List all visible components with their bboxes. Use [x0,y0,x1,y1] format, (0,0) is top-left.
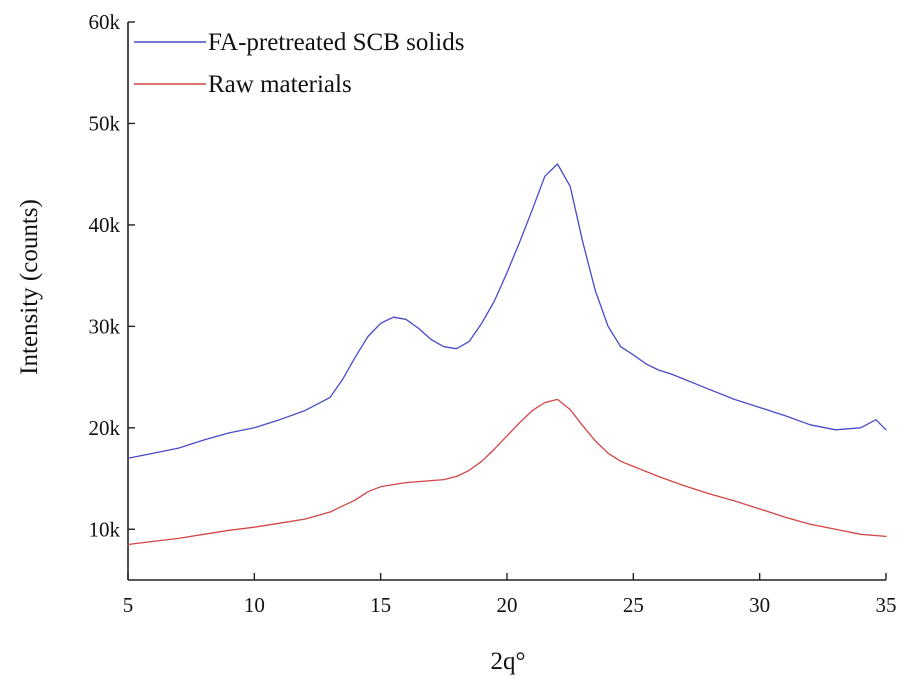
series-layer [127,163,887,546]
legend: FA-pretreated SCB solids Raw materials [134,29,464,98]
x-axis-ticks: 5 10 15 20 25 30 35 [123,573,897,617]
y-tick-label: 20k [89,416,121,440]
y-axis-label: Intensity (counts) [16,199,43,375]
legend-label: Raw materials [208,71,352,98]
x-tick-label: 25 [623,593,644,617]
series-line-2 [127,398,887,546]
x-tick-label: 10 [244,593,265,617]
x-tick-label: 15 [370,593,391,617]
x-tick-label: 35 [876,593,897,617]
y-axis-ticks: 10k 20k 30k 40k 50k 60k [89,10,135,541]
legend-label: FA-pretreated SCB solids [208,29,464,56]
x-axis-label: 2q° [491,648,526,675]
y-tick-label: 50k [89,111,121,135]
y-tick-label: 30k [89,314,121,338]
y-tick-label: 40k [89,213,121,237]
series-line-1 [127,163,887,459]
plot-area: 5 10 15 20 25 30 35 10k 20k 30k 40k 50k 60k [89,10,897,617]
x-tick-label: 30 [749,593,770,617]
y-tick-label: 10k [89,517,121,541]
x-tick-label: 5 [123,593,134,617]
x-tick-label: 20 [497,593,518,617]
y-tick-label: 60k [89,10,121,34]
